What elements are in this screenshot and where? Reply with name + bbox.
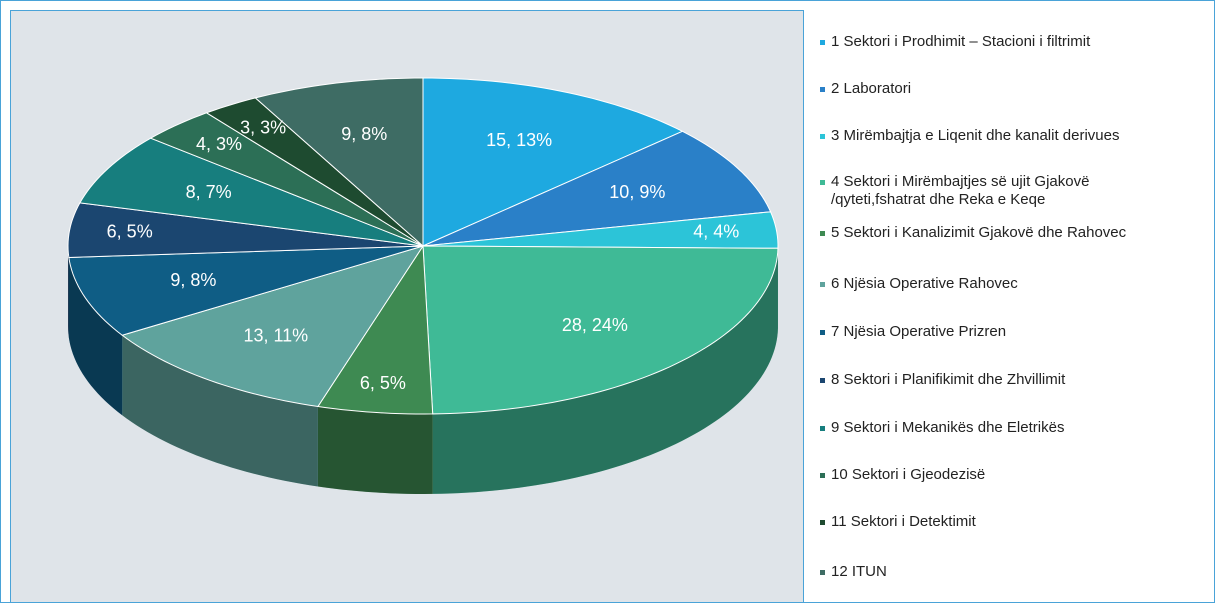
- legend-swatch: [820, 378, 825, 383]
- data-label: 6, 5%: [107, 221, 153, 241]
- legend-label: 4 Sektori i Mirëmbajtjes së ujit Gjakovë…: [831, 173, 1090, 208]
- slice: [121, 245, 425, 408]
- legend-label: 5 Sektori i Kanalizimit Gjakovë dhe Raho…: [831, 224, 1127, 241]
- legend-label: 7 Njësia Operative Prizren: [831, 323, 1007, 340]
- legend-label: 9 Sektori i Mekanikës dhe Eletrikës: [831, 419, 1065, 436]
- legend-item: 2 Laboratori: [820, 80, 911, 98]
- data-label: 9, 8%: [341, 124, 387, 144]
- legend-item: 1 Sektori i Prodhimit – Stacioni i filtr…: [820, 33, 1090, 51]
- legend-swatch: [820, 426, 825, 431]
- slice-side: [317, 406, 433, 494]
- data-label: 13, 11%: [243, 325, 308, 345]
- legend-label: 1 Sektori i Prodhimit – Stacioni i filtr…: [831, 33, 1091, 50]
- slice: [79, 137, 424, 247]
- data-label: 28, 24%: [562, 315, 628, 335]
- data-label: 3, 3%: [240, 118, 286, 138]
- data-label: 4, 4%: [693, 221, 739, 241]
- legend-label: 10 Sektori i Gjeodezisë: [831, 466, 986, 483]
- legend-item: 9 Sektori i Mekanikës dhe Eletrikës: [820, 419, 1064, 437]
- legend-label: 12 ITUN: [831, 563, 887, 580]
- legend-item: 6 Njësia Operative Rahovec: [820, 275, 1018, 293]
- legend-label: 8 Sektori i Planifikimit dhe Zhvillimit: [831, 371, 1066, 388]
- legend-swatch: [820, 87, 825, 92]
- legend-swatch: [820, 570, 825, 575]
- slice: [317, 244, 434, 415]
- data-label: 15, 13%: [486, 130, 552, 150]
- legend-swatch: [820, 282, 825, 287]
- legend-label: 3 Mirëmbajtja e Liqenit dhe kanalit deri…: [831, 127, 1120, 144]
- legend-item: 10 Sektori i Gjeodezisë: [820, 466, 985, 484]
- legend-swatch: [820, 330, 825, 335]
- legend-item: 12 ITUN: [820, 563, 887, 581]
- legend-swatch: [820, 40, 825, 45]
- legend-item: 8 Sektori i Planifikimit dhe Zhvillimit: [820, 371, 1065, 389]
- legend-swatch: [820, 520, 825, 525]
- slice: [205, 97, 424, 247]
- slice-side: [68, 257, 123, 416]
- slice: [422, 211, 779, 249]
- slice-side: [432, 248, 778, 494]
- data-label: 10, 9%: [609, 182, 665, 202]
- slice-side-shade: [68, 257, 123, 416]
- legend-swatch: [820, 473, 825, 478]
- slice-side-shade: [432, 248, 778, 494]
- legend-item: 5 Sektori i Kanalizimit Gjakovë dhe Raho…: [820, 224, 1126, 242]
- slice-side-shade: [317, 406, 433, 494]
- legend-label: 11 Sektori i Detektimit: [831, 513, 976, 530]
- slice: [254, 77, 424, 248]
- data-label: 6, 5%: [360, 373, 406, 393]
- legend-item: 3 Mirëmbajtja e Liqenit dhe kanalit deri…: [820, 127, 1120, 145]
- slice-side: [68, 246, 69, 338]
- slice: [149, 112, 424, 247]
- slice: [422, 130, 772, 247]
- legend-label: 6 Njësia Operative Rahovec: [831, 275, 1018, 292]
- legend-item: 4 Sektori i Mirëmbajtjes së ujit Gjakovë…: [820, 173, 1150, 209]
- slice: [422, 77, 684, 247]
- legend-swatch: [820, 231, 825, 236]
- slice-side-shade: [122, 335, 318, 487]
- legend-item: 7 Njësia Operative Prizren: [820, 323, 1006, 341]
- legend-swatch: [820, 180, 825, 185]
- legend-label: 2 Laboratori: [831, 80, 912, 97]
- data-label: 9, 8%: [170, 270, 216, 290]
- slice-side-shade: [68, 246, 69, 338]
- pie-chart: 15, 13% 10, 9% 4, 4% 28, 24% 6, 5% 13, 11% 9, …: [67, 77, 779, 494]
- data-label: 8, 7%: [186, 182, 232, 202]
- slice: [422, 245, 779, 415]
- slice: [67, 202, 424, 258]
- legend-swatch: [820, 134, 825, 139]
- legend: 1 Sektori i Prodhimit – Stacioni i filtr…: [804, 1, 1214, 602]
- data-label: 4, 3%: [196, 134, 242, 154]
- legend-item: 11 Sektori i Detektimit: [820, 513, 976, 531]
- slice: [68, 245, 424, 336]
- slice-side: [122, 335, 318, 487]
